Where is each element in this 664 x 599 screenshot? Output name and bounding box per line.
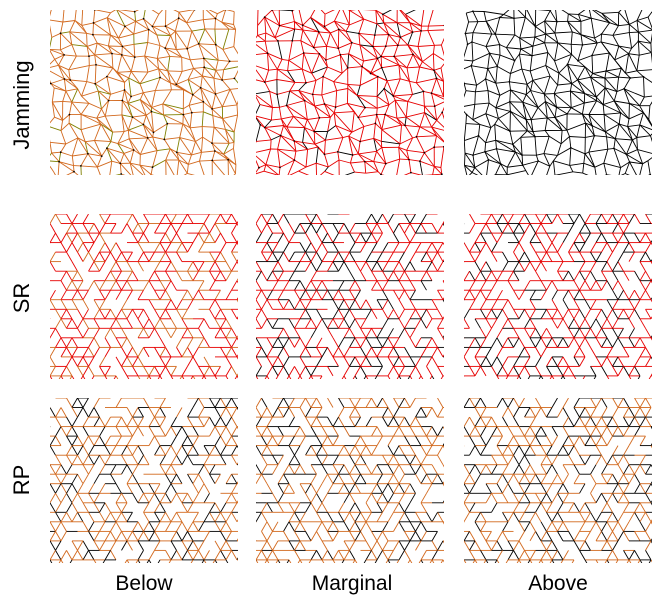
network-sr-below <box>50 214 238 379</box>
panel-sr-below <box>50 214 238 379</box>
panel-jamming-below <box>50 10 238 175</box>
column-label-marginal: Marginal <box>311 572 393 595</box>
panel-jamming-above <box>464 10 652 175</box>
network-rp-above <box>464 398 652 563</box>
network-rp-marginal <box>256 398 444 563</box>
panel-rp-below <box>50 398 238 563</box>
panel-sr-marginal <box>256 214 444 379</box>
network-sr-marginal <box>256 214 444 379</box>
network-rp-below <box>50 398 238 563</box>
network-sr-above <box>464 214 652 379</box>
column-label-below: Below <box>115 572 173 595</box>
network-jamming-marginal <box>256 10 444 175</box>
row-label-sr: SR <box>9 282 34 314</box>
column-label-above: Above <box>528 572 588 595</box>
row-label-jamming: Jamming <box>9 60 34 150</box>
panel-rp-marginal <box>256 398 444 563</box>
row-label-rp: RP <box>9 464 34 496</box>
panel-sr-above <box>464 214 652 379</box>
panel-jamming-marginal <box>256 10 444 175</box>
network-jamming-below <box>50 10 238 175</box>
panel-rp-above <box>464 398 652 563</box>
network-jamming-above <box>464 10 652 175</box>
